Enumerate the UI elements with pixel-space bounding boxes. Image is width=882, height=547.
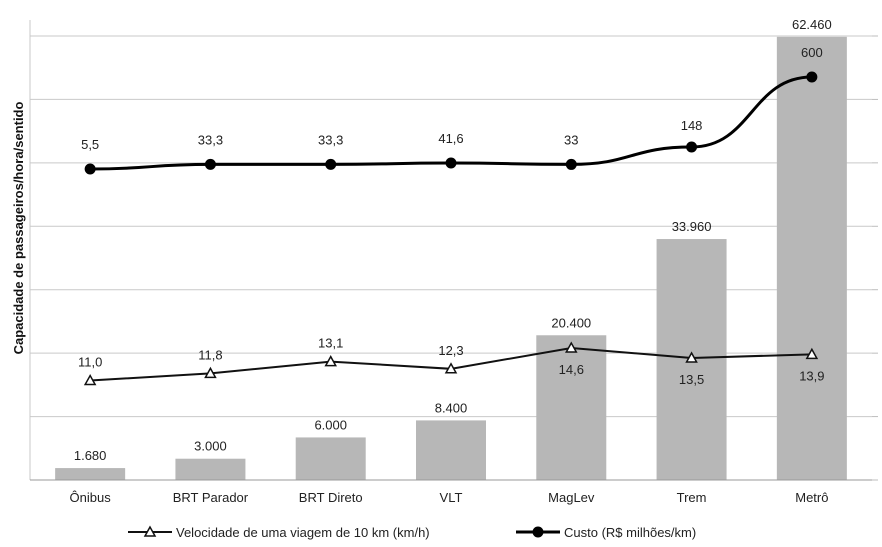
triangle-marker-icon [143, 525, 157, 537]
bar-value-label: 8.400 [435, 400, 468, 415]
x-tick-label: Trem [677, 490, 707, 505]
cost-value-label: 33 [564, 132, 578, 147]
bar-0 [55, 468, 126, 480]
speed-value-label: 12,3 [438, 343, 463, 358]
x-tick-label: BRT Direto [299, 490, 363, 505]
cost-value-label: 33,3 [318, 132, 343, 147]
cost-value-label: 600 [801, 45, 823, 60]
circle-marker-icon [532, 526, 544, 538]
label-layer: 1.680 3.000 6.000 8.400 20.400 33.960 62.460 Ôn… [70, 17, 832, 505]
speed-point [324, 355, 337, 367]
cost-value-label: 41,6 [438, 131, 463, 146]
cost-series-line [90, 75, 812, 171]
bar-value-label: 6.000 [314, 417, 347, 432]
cost-point [806, 71, 818, 83]
bar-value-label: 20.400 [551, 315, 591, 330]
bar-value-label: 62.460 [792, 17, 832, 32]
bar-value-label: 3.000 [194, 439, 227, 454]
legend-speed-label: Velocidade de uma viagem de 10 km (km/h) [176, 525, 430, 540]
bar-1 [175, 458, 246, 480]
line-layer [83, 71, 819, 386]
cost-point [445, 157, 457, 169]
cost-point [204, 158, 216, 170]
x-tick-label: VLT [440, 490, 463, 505]
x-tick-label: MagLev [548, 490, 595, 505]
bar-6 [776, 36, 847, 481]
cost-point [686, 141, 698, 153]
cost-point [565, 158, 577, 170]
y-axis-title: Capacidade de passageiros/hora/sentido [11, 102, 26, 355]
speed-value-label: 13,5 [679, 372, 704, 387]
bar-layer [55, 36, 847, 481]
bar-value-label: 33.960 [672, 219, 712, 234]
speed-point [805, 347, 819, 360]
bar-value-label: 1.680 [74, 448, 107, 463]
bar-3 [416, 420, 486, 480]
legend: Velocidade de uma viagem de 10 km (km/h)… [128, 525, 696, 540]
bar-2 [295, 437, 366, 480]
x-tick-label: Ônibus [70, 490, 112, 505]
x-tick-label: Metrô [795, 490, 828, 505]
speed-point [83, 374, 97, 386]
speed-value-label: 11,0 [78, 355, 102, 370]
speed-value-label: 13,9 [799, 368, 824, 383]
cost-point [84, 163, 96, 175]
speed-point [685, 351, 698, 363]
x-tick-label: BRT Parador [173, 490, 249, 505]
cost-value-label: 148 [681, 118, 703, 133]
bar-4 [536, 335, 607, 480]
speed-value-label: 11,8 [198, 347, 222, 362]
cost-point [325, 158, 337, 170]
speed-point [565, 341, 578, 353]
speed-value-label: 13,1 [318, 336, 343, 351]
cost-value-label: 5,5 [81, 137, 99, 152]
speed-point [444, 362, 458, 374]
speed-value-label: 14,6 [559, 362, 584, 377]
speed-point [204, 366, 217, 379]
legend-cost-label: Custo (R$ milhões/km) [564, 525, 696, 540]
cost-value-label: 33,3 [198, 132, 223, 147]
axis-layer [29, 20, 878, 481]
